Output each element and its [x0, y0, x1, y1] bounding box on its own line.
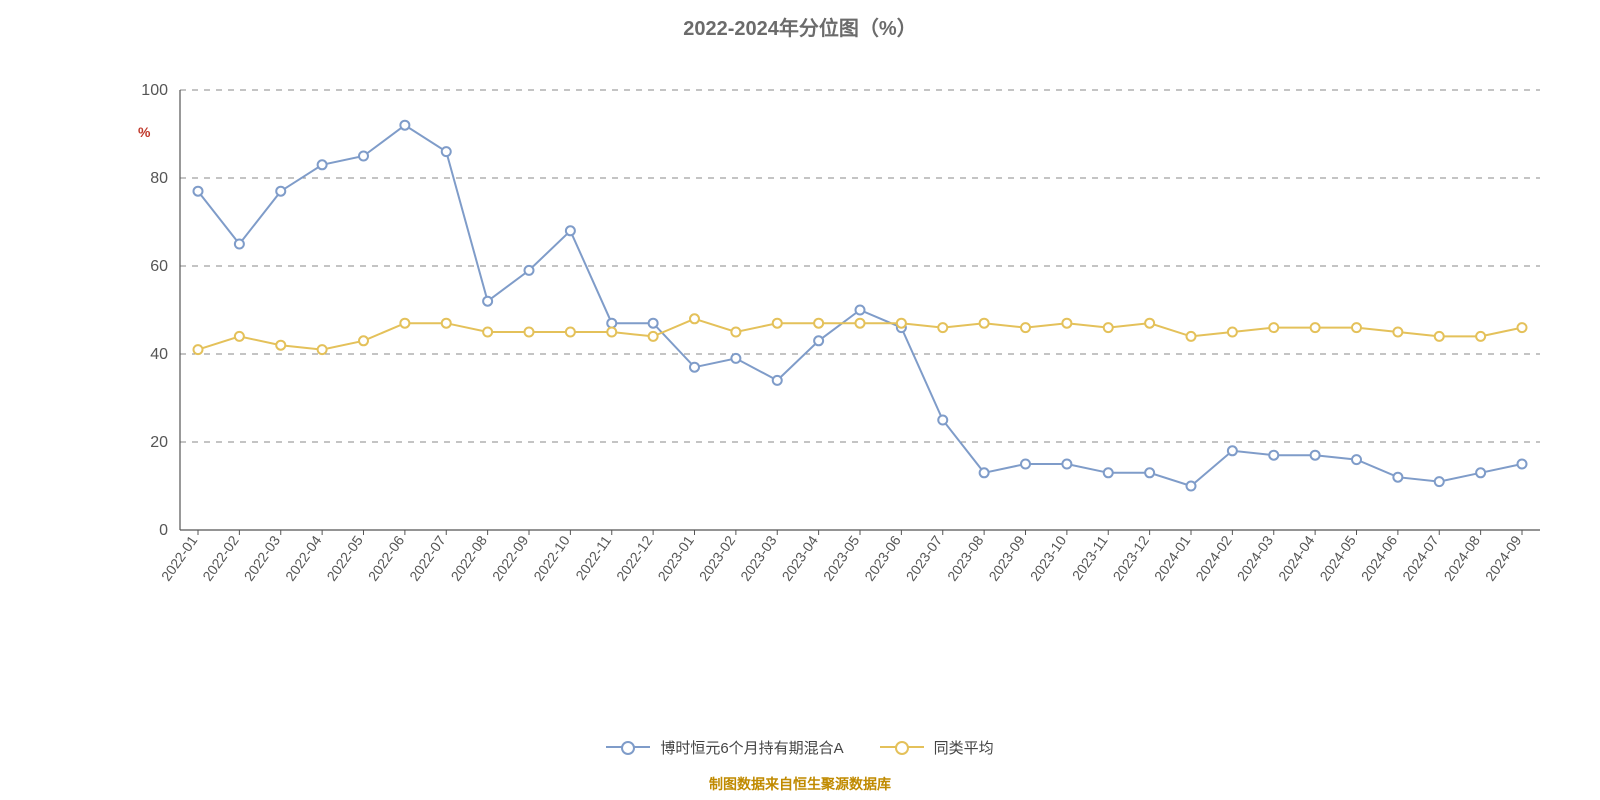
svg-text:2024-05: 2024-05: [1316, 532, 1359, 583]
svg-text:2024-02: 2024-02: [1192, 532, 1235, 583]
svg-text:2024-03: 2024-03: [1234, 532, 1277, 583]
svg-text:100: 100: [141, 82, 168, 99]
legend-label: 博时恒元6个月持有期混合A: [660, 737, 843, 758]
svg-text:40: 40: [150, 346, 168, 363]
svg-text:60: 60: [150, 258, 168, 275]
svg-text:2022-04: 2022-04: [282, 532, 325, 583]
svg-text:2023-02: 2023-02: [696, 532, 739, 583]
svg-text:2023-01: 2023-01: [654, 532, 697, 583]
svg-text:2024-01: 2024-01: [1151, 532, 1194, 583]
svg-text:80: 80: [150, 170, 168, 187]
svg-text:2022-07: 2022-07: [406, 532, 449, 583]
svg-text:2023-11: 2023-11: [1069, 532, 1111, 583]
svg-text:0: 0: [159, 522, 168, 539]
svg-text:2022-06: 2022-06: [365, 532, 408, 583]
svg-text:2022-01: 2022-01: [158, 532, 201, 583]
svg-text:2022-10: 2022-10: [530, 532, 573, 583]
y-unit-label: %: [138, 124, 150, 140]
svg-text:2022-05: 2022-05: [323, 532, 366, 583]
legend-swatch: [606, 746, 650, 748]
svg-text:2023-06: 2023-06: [861, 532, 904, 583]
svg-text:2023-07: 2023-07: [903, 532, 946, 583]
svg-text:2024-09: 2024-09: [1482, 532, 1525, 583]
svg-text:2024-08: 2024-08: [1440, 532, 1483, 583]
svg-text:2022-02: 2022-02: [199, 532, 242, 583]
svg-text:2023-05: 2023-05: [820, 532, 863, 583]
svg-text:2022-08: 2022-08: [447, 532, 490, 583]
percentile-chart: 2022-2024年分位图（%） 0204060801002022-012022…: [0, 0, 1600, 800]
svg-text:2023-03: 2023-03: [737, 532, 780, 583]
svg-text:2022-09: 2022-09: [489, 532, 532, 583]
chart-legend: 博时恒元6个月持有期混合A 同类平均: [0, 735, 1600, 758]
svg-text:2022-03: 2022-03: [241, 532, 284, 583]
svg-text:2024-07: 2024-07: [1399, 532, 1442, 583]
svg-text:2024-04: 2024-04: [1275, 532, 1318, 583]
svg-text:20: 20: [150, 434, 168, 451]
svg-text:2023-10: 2023-10: [1027, 532, 1070, 583]
svg-text:2024-06: 2024-06: [1358, 532, 1401, 583]
chart-footer-note: 制图数据来自恒生聚源数据库: [0, 774, 1600, 794]
legend-marker-icon: [895, 741, 909, 755]
svg-text:2023-09: 2023-09: [985, 532, 1028, 583]
svg-text:2022-11: 2022-11: [572, 532, 614, 583]
legend-item: 博时恒元6个月持有期混合A: [606, 737, 843, 758]
legend-swatch: [880, 746, 924, 748]
svg-text:2023-08: 2023-08: [944, 532, 987, 583]
legend-item: 同类平均: [880, 737, 994, 758]
legend-label: 同类平均: [934, 737, 994, 758]
legend-marker-icon: [621, 741, 635, 755]
svg-text:2023-04: 2023-04: [778, 532, 821, 583]
svg-text:2022-12: 2022-12: [613, 532, 656, 583]
chart-plot-svg: 0 20 40 60 80 100 2022-012022-022022-032022-04…: [0, 0, 1600, 800]
svg-text:2023-12: 2023-12: [1109, 532, 1152, 583]
